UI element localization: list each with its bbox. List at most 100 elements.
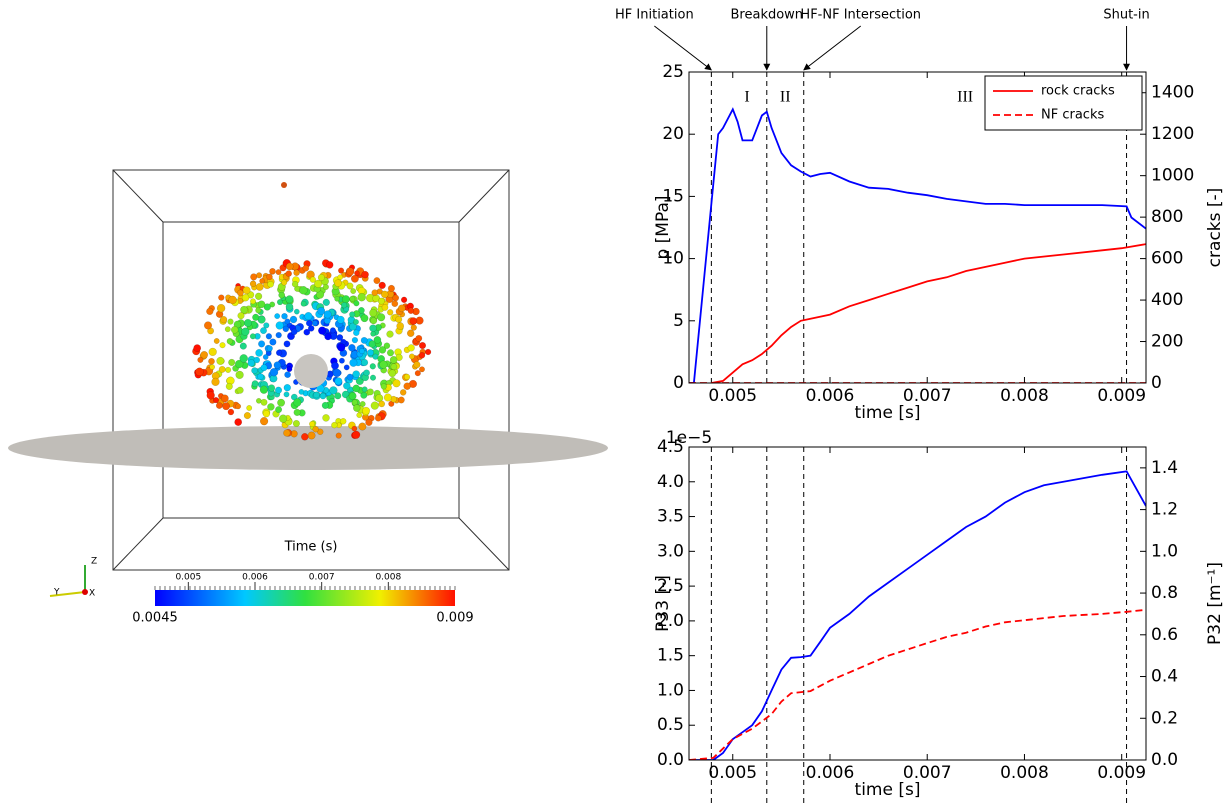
crack-dot bbox=[392, 379, 401, 388]
legend-box bbox=[984, 75, 1143, 131]
crack-dot bbox=[334, 279, 342, 287]
crack-dot bbox=[358, 307, 365, 314]
y-tick-label: 1.5 bbox=[657, 646, 684, 666]
x-tick-label: 0.005 bbox=[708, 386, 757, 406]
crack-dot bbox=[255, 307, 262, 314]
crack-dot bbox=[224, 326, 231, 333]
event-arrow bbox=[803, 25, 862, 71]
crack-dot bbox=[293, 398, 302, 407]
y2-tick-label: 600 bbox=[1151, 249, 1183, 269]
crack-dot bbox=[281, 279, 288, 286]
y-tick-label: 2.5 bbox=[657, 576, 684, 596]
crack-dot bbox=[373, 277, 381, 285]
x-tick-label: 0.006 bbox=[806, 386, 855, 406]
crack-dot bbox=[309, 276, 317, 283]
crack-dot bbox=[371, 289, 379, 297]
crack-dot bbox=[316, 428, 324, 436]
crack-dot bbox=[396, 322, 405, 330]
crack-dot bbox=[285, 262, 294, 271]
y-tick-label: 3.0 bbox=[657, 541, 684, 561]
crack-dot bbox=[267, 403, 275, 411]
crack-dot bbox=[260, 327, 267, 335]
colorbar-range-label: 0.0045 bbox=[132, 611, 178, 626]
crack-dot bbox=[219, 315, 228, 324]
crack-dot bbox=[307, 431, 316, 440]
crack-dot bbox=[353, 300, 360, 307]
stage-label: III bbox=[957, 89, 973, 106]
crack-dot bbox=[305, 319, 313, 327]
crack-dot bbox=[369, 308, 378, 317]
crack-dot bbox=[281, 182, 287, 188]
crack-dot bbox=[249, 333, 256, 340]
crack-dot bbox=[277, 398, 286, 407]
crack-dot bbox=[215, 402, 223, 409]
crack-dot bbox=[334, 392, 342, 400]
crack-dot bbox=[220, 394, 229, 403]
crack-dot bbox=[208, 357, 215, 365]
crack-dot bbox=[290, 328, 298, 336]
crack-dot bbox=[325, 261, 334, 269]
crack-dot bbox=[265, 333, 273, 340]
crack-dot bbox=[392, 294, 400, 302]
crack-dot bbox=[283, 429, 291, 437]
crack-dot bbox=[235, 403, 242, 410]
crack-dot bbox=[378, 346, 387, 354]
crack-dot bbox=[360, 314, 369, 323]
colorbar-ticks: 0.005 0.006 0.007 0.008 0.0045 0.009 bbox=[132, 573, 473, 626]
crack-dot bbox=[285, 295, 294, 304]
wellbore bbox=[294, 354, 328, 388]
crack-dot bbox=[274, 386, 283, 394]
crack-dot bbox=[383, 393, 392, 402]
crack-dot bbox=[386, 349, 395, 357]
crack-dot bbox=[236, 386, 244, 394]
y-tick-label: 0 bbox=[673, 373, 684, 393]
x-tick-label: 0.006 bbox=[806, 763, 855, 783]
crack-dot bbox=[360, 391, 368, 399]
crack-dot bbox=[218, 365, 226, 373]
crack-dot bbox=[341, 295, 350, 304]
crack-dot bbox=[283, 340, 291, 348]
crack-dot bbox=[331, 421, 338, 429]
crack-dot bbox=[352, 384, 361, 393]
axis-label: X bbox=[89, 589, 95, 599]
crack-dot bbox=[321, 401, 329, 409]
y2-tick-label: 1.0 bbox=[1151, 541, 1178, 561]
crack-dot bbox=[370, 401, 379, 410]
crack-dot bbox=[267, 384, 276, 392]
legend-label: NF cracks bbox=[1041, 108, 1104, 123]
crack-dot bbox=[257, 373, 264, 381]
crack-dot bbox=[351, 336, 359, 344]
x-tick-label: 0.009 bbox=[1097, 763, 1146, 783]
crack-dot bbox=[386, 330, 394, 338]
colorbar-tick-label: 0.007 bbox=[309, 573, 335, 583]
crack-dot bbox=[284, 318, 291, 325]
crack-dot bbox=[400, 296, 408, 303]
crack-dot bbox=[337, 343, 346, 352]
crack-dot bbox=[243, 318, 252, 328]
crack-dot bbox=[266, 273, 273, 281]
crack-dot bbox=[370, 330, 376, 337]
outer-box bbox=[112, 169, 510, 571]
crack-dot bbox=[228, 295, 237, 305]
colorbar-tick-label: 0.005 bbox=[175, 573, 201, 583]
crack-dot bbox=[340, 302, 348, 309]
crack-dot bbox=[360, 358, 369, 367]
crack-dot bbox=[219, 342, 226, 349]
crack-dot bbox=[212, 397, 220, 404]
crack-dot bbox=[237, 289, 244, 297]
crack-dot bbox=[323, 310, 332, 319]
crack-dot bbox=[378, 400, 386, 408]
x-tick-label: 0.005 bbox=[708, 763, 757, 783]
crack-dot bbox=[334, 377, 343, 386]
x-tick-label: 0.007 bbox=[903, 763, 952, 783]
crack-dot bbox=[225, 382, 233, 390]
crack-dot bbox=[216, 356, 225, 365]
3d-view: Time (s) 0.005 0.006 0.007 0.008 0.0045 0.009… bbox=[8, 169, 608, 626]
crack-dot bbox=[253, 356, 261, 364]
crack-dot bbox=[372, 353, 379, 360]
crack-dot bbox=[300, 300, 307, 307]
colorbar-tick-label: 0.006 bbox=[242, 573, 268, 583]
crack-dot bbox=[250, 298, 256, 305]
y-tick-label: 25 bbox=[662, 62, 684, 82]
